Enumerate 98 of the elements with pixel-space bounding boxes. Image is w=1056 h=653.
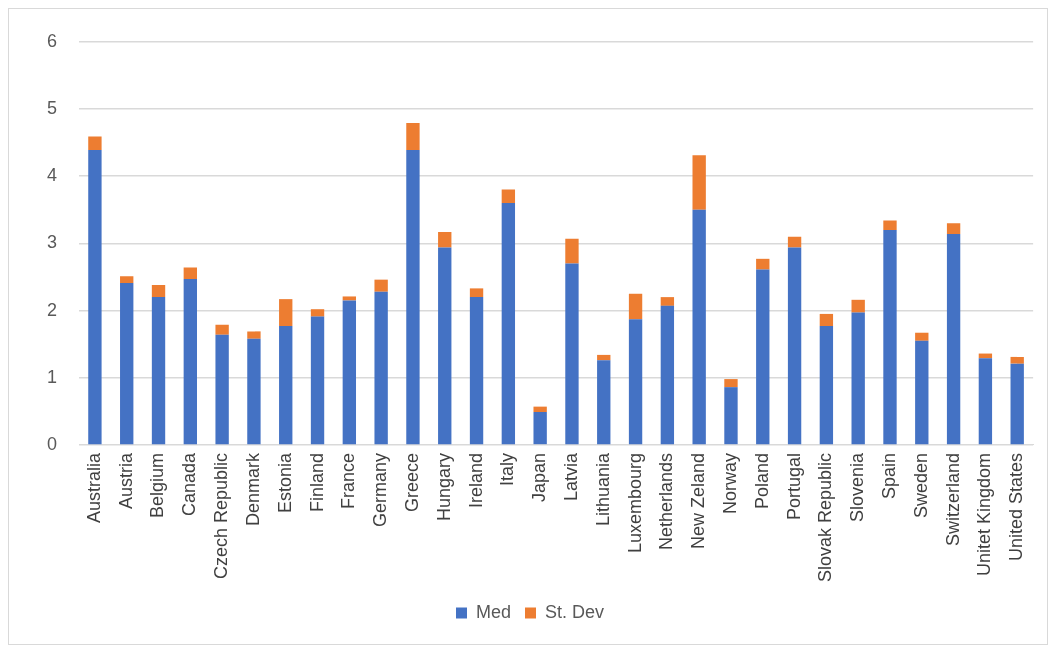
bar	[819, 313, 834, 327]
bar	[501, 189, 516, 204]
bar	[724, 387, 738, 445]
bar	[533, 412, 547, 445]
y-tick-label: 4	[47, 165, 58, 186]
x-tick-label: Italy	[497, 452, 518, 486]
bar	[915, 340, 929, 445]
y-tick-label: 0	[47, 433, 58, 454]
bar	[533, 406, 547, 413]
bar	[628, 293, 643, 320]
bar	[215, 334, 229, 445]
bar	[279, 299, 293, 327]
bar	[946, 233, 961, 445]
bar	[978, 358, 993, 445]
bar	[469, 288, 484, 298]
bar	[501, 203, 516, 445]
x-tick-label: Latvia	[560, 451, 581, 501]
x-tick-label: Luxembourg	[624, 452, 645, 554]
y-tick-label: 6	[47, 30, 58, 51]
x-tick-label: Finland	[306, 452, 327, 512]
x-tick-label: Canada	[179, 451, 200, 516]
bar	[819, 326, 834, 445]
bar	[120, 283, 134, 445]
x-tick-label: Denmark	[242, 451, 263, 526]
x-tick-label: United States	[1006, 452, 1027, 561]
x-tick-label: Hungary	[433, 452, 454, 521]
bar	[183, 267, 197, 279]
bar	[88, 136, 102, 150]
x-tick-label: Sweden	[910, 452, 931, 518]
bar	[88, 149, 102, 445]
bar	[883, 229, 897, 445]
x-tick-label: Slovenia	[847, 451, 868, 522]
x-tick-label: Estonia	[274, 451, 295, 513]
x-tick-label: Austria	[115, 451, 136, 509]
bar	[756, 258, 770, 270]
x-tick-label: Greece	[401, 452, 422, 512]
bar	[915, 332, 929, 341]
x-tick-label: New Zeland	[688, 452, 709, 549]
bar	[660, 305, 675, 445]
bar	[438, 231, 452, 248]
bar	[565, 263, 579, 445]
bar	[151, 297, 166, 445]
bar	[1010, 363, 1024, 445]
x-tick-label: Ireland	[465, 452, 486, 508]
x-tick-label: Lithuania	[592, 451, 613, 527]
y-tick-label: 2	[47, 299, 58, 320]
bar	[597, 360, 611, 445]
bar	[756, 269, 770, 445]
y-tick-label: 3	[47, 232, 58, 253]
bar	[469, 297, 484, 445]
x-tick-label: Portugal	[783, 452, 804, 520]
x-tick-label: Spain	[878, 452, 899, 499]
bar	[724, 379, 738, 388]
bar	[151, 285, 166, 298]
bar	[279, 326, 293, 445]
bar	[342, 300, 357, 445]
x-tick-label: Slovak Republic	[815, 452, 836, 583]
bar	[342, 296, 357, 301]
bar	[597, 354, 611, 361]
bar	[787, 236, 802, 248]
bar	[883, 220, 897, 230]
bar	[406, 149, 420, 445]
legend-label: St. Dev	[545, 601, 605, 622]
x-tick-label: Netherlands	[656, 452, 677, 550]
bar	[310, 309, 325, 317]
bar	[565, 238, 579, 264]
bar	[183, 278, 197, 445]
x-tick-label: Poland	[751, 452, 772, 509]
bar	[787, 247, 802, 445]
x-tick-label: Germany	[370, 452, 391, 527]
bar	[374, 291, 388, 445]
bar	[946, 223, 961, 234]
bar	[628, 319, 643, 445]
bar	[1010, 356, 1024, 364]
bar	[406, 123, 420, 150]
bar	[215, 324, 229, 335]
bar	[851, 299, 865, 313]
bar	[310, 316, 325, 445]
x-tick-label: Czech Republic	[211, 452, 232, 579]
bar	[692, 209, 706, 445]
x-tick-label: Switzerland	[942, 452, 963, 546]
x-tick-label: Australia	[83, 451, 104, 523]
x-tick-label: Japan	[529, 452, 550, 502]
x-tick-label: Unitet Kingdom	[974, 452, 995, 577]
x-tick-label: France	[338, 452, 359, 509]
bar	[374, 279, 388, 292]
bar	[438, 247, 452, 445]
bar	[247, 331, 261, 339]
y-tick-label: 5	[47, 97, 58, 118]
x-tick-label: Norway	[719, 452, 740, 514]
bar	[660, 297, 675, 306]
bar	[247, 338, 261, 445]
bar	[120, 276, 134, 284]
x-tick-label: Belgium	[147, 452, 168, 518]
y-tick-label: 1	[47, 366, 58, 387]
bar	[851, 312, 865, 445]
bar	[692, 155, 706, 210]
legend-label: Med	[475, 601, 511, 622]
